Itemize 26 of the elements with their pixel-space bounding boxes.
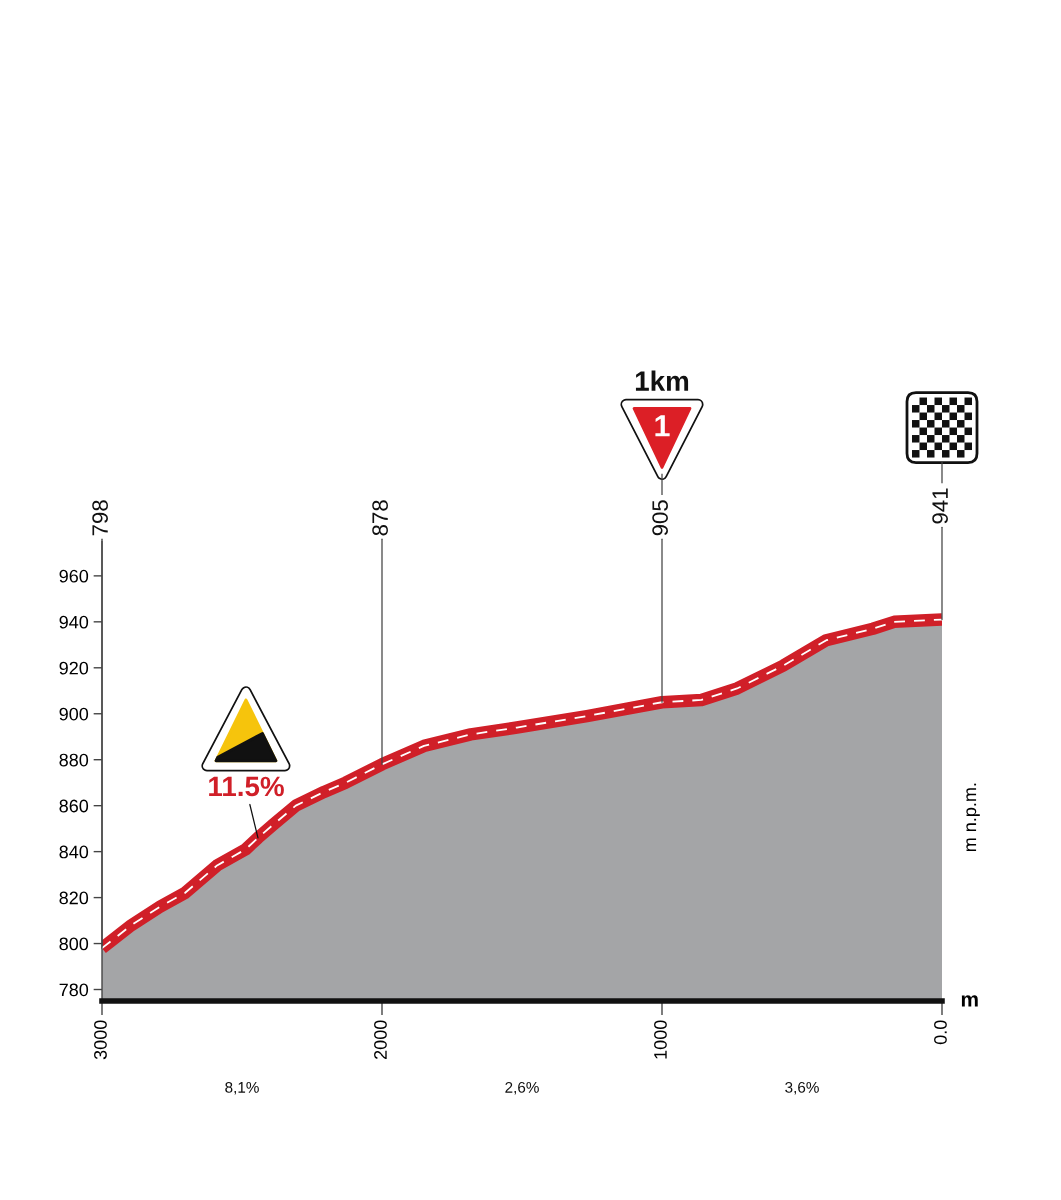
x-tick-label: 0.0 — [934, 1020, 947, 1045]
y-tick-label: 960 — [59, 569, 89, 583]
text: 1km — [635, 370, 689, 391]
x-axis-title: m — [961, 995, 978, 1007]
text: 8,1% — [225, 1081, 259, 1095]
text: 2,6% — [505, 1081, 539, 1095]
y-tick-label: 920 — [59, 661, 89, 675]
y-tick-label: 940 — [59, 615, 89, 629]
text: 3,6% — [785, 1081, 819, 1095]
text: 1 — [655, 415, 670, 437]
x-tick-label: 3000 — [94, 1020, 107, 1060]
y-tick-label: 780 — [59, 983, 89, 997]
y-tick-label: 880 — [59, 753, 89, 767]
x-tick-label: 1000 — [654, 1020, 667, 1059]
data-label: 878 — [372, 500, 388, 536]
annotation: 11.5% — [209, 776, 284, 797]
y-tick-label: 840 — [59, 845, 89, 859]
data-label: 905 — [652, 500, 668, 536]
y-tick-label: 820 — [59, 891, 89, 905]
data-label: 798 — [92, 500, 108, 536]
y-axis-title: m n.p.m. — [966, 783, 980, 852]
x-tick-label: 2000 — [374, 1020, 387, 1059]
y-tick-label: 900 — [59, 707, 89, 721]
y-tick-label: 800 — [59, 937, 89, 951]
data-label: 941 — [932, 488, 948, 524]
y-tick-label: 860 — [59, 799, 89, 813]
